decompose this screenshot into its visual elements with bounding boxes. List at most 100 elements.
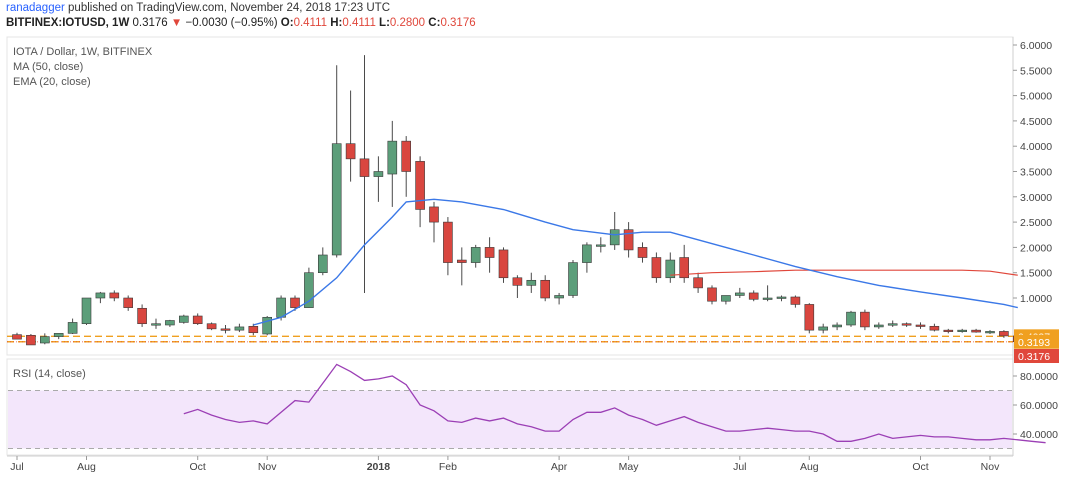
candle-body bbox=[345, 143, 356, 160]
candle-body bbox=[748, 292, 759, 300]
rsi-tick-label: 40.0000 bbox=[1020, 429, 1058, 441]
candle-body bbox=[415, 161, 425, 210]
price-tick-label: 6.0000 bbox=[1020, 40, 1052, 52]
open-label: O: bbox=[280, 17, 294, 29]
candle-body bbox=[860, 311, 870, 328]
candle-body bbox=[26, 334, 36, 346]
publish-header: ranadagger published on TradingView.com,… bbox=[6, 2, 390, 14]
candle-body bbox=[637, 247, 648, 258]
candle-body bbox=[734, 292, 745, 296]
candle-body bbox=[67, 322, 78, 334]
publish-info: published on TradingView.com, November 2… bbox=[68, 2, 391, 14]
time-tick-label: Apr bbox=[551, 461, 568, 473]
high-label: H: bbox=[330, 17, 343, 29]
price-pane-frame bbox=[6, 36, 1014, 356]
ema-20-line bbox=[253, 198, 1018, 326]
candle-body bbox=[665, 259, 676, 279]
candle-body bbox=[429, 206, 439, 223]
price-tick-label: 2.5000 bbox=[1020, 217, 1052, 229]
candle-body bbox=[290, 297, 300, 308]
candle-body bbox=[985, 331, 995, 334]
candle-body bbox=[206, 323, 217, 330]
last-close: 0.3176 bbox=[132, 17, 168, 29]
rsi-plot bbox=[8, 363, 1046, 449]
candle-body bbox=[137, 307, 147, 325]
candle-body bbox=[401, 140, 412, 172]
time-tick-label: Aug bbox=[800, 461, 819, 473]
symbol-info-line: BITFINEX:IOTUSD, 1W 0.3176 ▼ −0.0030 (−0… bbox=[6, 17, 476, 29]
candle-body bbox=[609, 229, 620, 246]
candle-body bbox=[248, 325, 259, 334]
axes: 6.0000 5.5000 5.0000 4.5000 4.0000 3.5000 3.00… bbox=[10, 40, 1059, 473]
candle-body bbox=[707, 287, 717, 302]
candle-body bbox=[943, 329, 954, 332]
candle-body bbox=[623, 229, 634, 251]
candle-body bbox=[901, 323, 912, 326]
symbol-name: BITFINEX:IOTUSD, 1W bbox=[6, 17, 130, 29]
candle-body bbox=[693, 277, 703, 289]
candle-body bbox=[192, 315, 203, 325]
candle-body bbox=[123, 297, 133, 308]
candle-body bbox=[679, 257, 690, 279]
author-link[interactable]: ranadagger bbox=[6, 2, 65, 14]
price-tick-label: 3.5000 bbox=[1020, 167, 1052, 179]
candle-body bbox=[804, 304, 815, 331]
candle-body bbox=[971, 329, 981, 333]
candle-body bbox=[846, 311, 856, 326]
close-label: C: bbox=[428, 17, 441, 29]
rsi-line bbox=[183, 363, 1046, 444]
price-tick-label: 5.0000 bbox=[1020, 91, 1052, 103]
price-label-text: 0.3176 bbox=[1018, 351, 1050, 363]
candle-body bbox=[109, 292, 120, 299]
candle-body bbox=[790, 296, 801, 305]
candle-body bbox=[582, 244, 592, 263]
price-label-text: 0.3193 bbox=[1018, 337, 1050, 349]
price-tick-label: 4.5000 bbox=[1020, 116, 1052, 128]
price-tick-label: 2.0000 bbox=[1020, 242, 1052, 254]
candle-body bbox=[595, 244, 606, 247]
candle-body bbox=[95, 292, 106, 299]
candle-body bbox=[304, 272, 314, 308]
candle-body bbox=[12, 334, 22, 340]
candle-body bbox=[999, 331, 1009, 337]
price-plot bbox=[7, 55, 1023, 346]
open-value: 0.4111 bbox=[293, 17, 328, 29]
price-tick-label: 1.0000 bbox=[1020, 293, 1052, 305]
candle-body bbox=[373, 171, 384, 177]
change-value: −0.0030 (−0.95%) bbox=[185, 17, 278, 29]
candle-body bbox=[39, 336, 50, 344]
time-tick-label: Nov bbox=[258, 461, 277, 473]
time-tick-label: Nov bbox=[981, 461, 1000, 473]
candle-body bbox=[443, 221, 453, 263]
low-label: L: bbox=[379, 17, 390, 29]
rsi-tick-label: 60.0000 bbox=[1020, 400, 1058, 412]
candle-body bbox=[512, 277, 523, 286]
time-tick-label: Oct bbox=[190, 461, 206, 473]
candle-body bbox=[554, 295, 564, 299]
candle-body bbox=[915, 324, 926, 327]
candle-body bbox=[721, 295, 731, 302]
candle-body bbox=[526, 279, 537, 286]
candle-body bbox=[957, 329, 968, 332]
chart-title: IOTA / Dollar, 1W, BITFINEX bbox=[13, 46, 153, 58]
candle-body bbox=[456, 259, 467, 263]
high-value: 0.4111 bbox=[342, 17, 376, 29]
candle-body bbox=[81, 297, 92, 325]
time-tick-label: Feb bbox=[439, 461, 457, 473]
candle-body bbox=[151, 323, 161, 326]
ma-indicator-label: MA (50, close) bbox=[13, 61, 83, 73]
candle-body bbox=[498, 249, 509, 279]
candle-body bbox=[262, 316, 273, 335]
candle-body bbox=[929, 325, 940, 331]
candle-body bbox=[470, 247, 481, 263]
candle-body bbox=[776, 296, 787, 299]
candle-body bbox=[387, 140, 398, 175]
time-tick-label: 2018 bbox=[367, 461, 391, 473]
rsi-title: RSI (14, close) bbox=[13, 368, 86, 380]
candle-body bbox=[234, 326, 245, 331]
candle-body bbox=[179, 315, 189, 323]
candle-body bbox=[568, 262, 578, 296]
rsi-tick-label: 80.0000 bbox=[1020, 371, 1058, 383]
candle-body bbox=[220, 328, 231, 331]
